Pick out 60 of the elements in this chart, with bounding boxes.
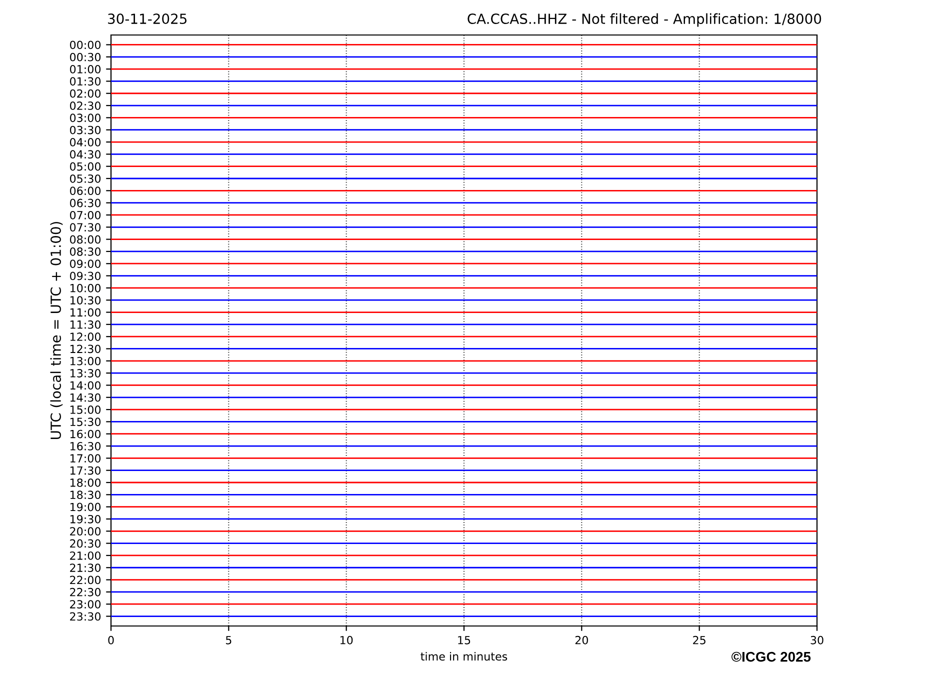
x-axis-title: time in minutes	[420, 652, 508, 661]
y-tick-label: 17:30	[70, 466, 101, 475]
y-tick-label: 23:30	[70, 612, 101, 621]
y-tick-label: 02:00	[70, 89, 101, 98]
x-tick-label: 5	[226, 636, 232, 644]
y-tick-label: 07:00	[70, 210, 101, 220]
y-tick-label: 13:00	[70, 356, 101, 366]
y-tick-label: 10:30	[70, 296, 101, 304]
chart-subtitle: 30-11-2025	[108, 14, 187, 24]
y-tick-label: 14:30	[70, 393, 101, 402]
y-tick-label: 12:00	[70, 332, 101, 341]
y-tick-label: 03:30	[70, 126, 101, 134]
y-tick-label: 15:00	[70, 406, 101, 414]
y-tick-label: 08:00	[70, 235, 101, 244]
text: ©ICGC 2025	[732, 652, 811, 662]
y-tick-label: 20:00	[70, 527, 101, 536]
x-tick-label: 20	[575, 636, 588, 644]
y-tick-label: 05:00	[70, 162, 101, 171]
y-tick-label: 22:30	[70, 588, 101, 596]
x-tick-label: 15	[458, 636, 470, 644]
y-tick-label: 03:00	[70, 114, 101, 122]
y-tick-label: 00:30	[70, 52, 101, 62]
y-tick-label: 15:30	[70, 418, 101, 426]
y-tick-label: 04:00	[70, 138, 101, 146]
x-tick-label: 25	[693, 636, 706, 644]
y-tick-label: 01:30	[70, 77, 101, 86]
x-tick-label: 0	[108, 636, 114, 644]
y-tick-label: 08:30	[70, 247, 101, 256]
y-tick-label: 21:30	[70, 564, 101, 572]
y-tick-label: 16:30	[70, 442, 101, 450]
y-tick-label: 14:00	[70, 381, 101, 390]
chart-title: CA.CCAS..HHZ - Not filtered - Amplification: 1/8000	[468, 13, 822, 27]
y-tick-label: 05:30	[70, 174, 101, 183]
x-tick-label: 10	[340, 636, 353, 644]
y-tick-label: 18:00	[70, 478, 101, 487]
y-tick-label: 11:30	[70, 320, 101, 329]
y-tick-label: 06:30	[70, 198, 101, 208]
y-tick-label: 01:00	[70, 65, 101, 74]
y-tick-label: 13:30	[70, 369, 101, 378]
x-tick-label: 30	[810, 636, 824, 644]
y-tick-label: 12:30	[70, 344, 101, 354]
y-tick-label: 02:30	[70, 102, 101, 110]
y-axis-title: UTC (local time = UTC + 01:00)	[50, 222, 63, 440]
y-tick-label: 04:30	[70, 150, 101, 159]
y-tick-label: 22:00	[70, 576, 101, 584]
y-tick-label: 07:30	[70, 223, 101, 232]
y-tick-label: 00:00	[70, 40, 101, 50]
y-tick-label: 19:00	[70, 502, 101, 512]
y-tick-label: 11:00	[70, 308, 101, 317]
y-tick-label: 21:00	[70, 551, 101, 560]
y-tick-label: 18:30	[70, 490, 101, 500]
y-tick-label: 16:00	[70, 430, 101, 438]
y-tick-label: 09:00	[70, 260, 101, 268]
y-tick-label: 19:30	[70, 514, 101, 524]
y-tick-label: 06:00	[70, 186, 101, 196]
y-tick-label: 10:00	[70, 284, 101, 292]
y-tick-label: 17:00	[70, 454, 101, 463]
y-tick-label: 09:30	[70, 272, 101, 280]
y-tick-label: 20:30	[70, 539, 101, 548]
y-tick-label: 23:00	[70, 600, 101, 608]
